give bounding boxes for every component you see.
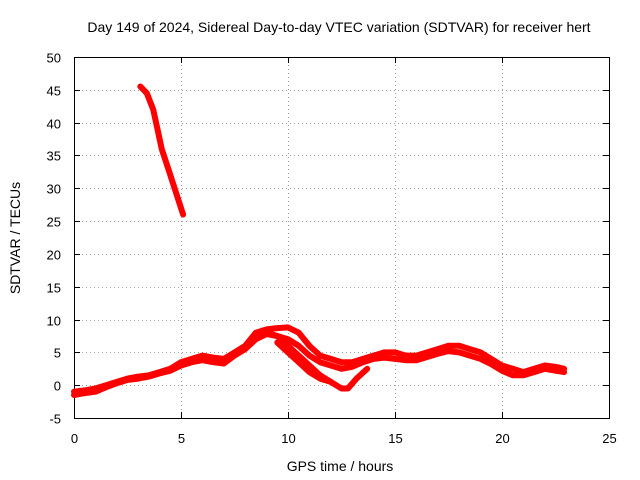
x-tick-label: 0 <box>71 431 78 446</box>
x-tick-label: 20 <box>495 431 509 446</box>
y-tick-label: 10 <box>47 314 61 329</box>
y-tick-label: 25 <box>47 215 61 230</box>
series-segment-high <box>137 83 187 218</box>
y-tick-label: 20 <box>47 248 61 263</box>
grid <box>74 57 609 418</box>
y-tick-label: 15 <box>47 281 61 296</box>
series-track-3 <box>252 329 371 392</box>
y-tick-label: 5 <box>54 346 61 361</box>
y-tick-label: -5 <box>49 412 61 427</box>
x-axis-label: GPS time / hours <box>287 458 394 474</box>
x-tick-label: 10 <box>281 431 295 446</box>
plot-frame <box>74 57 610 419</box>
y-tick-label: 30 <box>47 182 61 197</box>
series-track-4 <box>274 339 334 385</box>
y-tick-label: 50 <box>47 51 61 66</box>
y-tick-label: 35 <box>47 149 61 164</box>
chart-title: Day 149 of 2024, Sidereal Day-to-day VTE… <box>87 19 590 35</box>
x-tick-label: 25 <box>602 431 616 446</box>
series-track-2 <box>71 331 568 398</box>
y-tick-label: 40 <box>47 117 61 132</box>
series-group <box>71 83 568 398</box>
x-tick-label: 15 <box>388 431 402 446</box>
y-axis-label: SDTVAR / TECUs <box>7 182 23 294</box>
x-tick-label: 5 <box>178 431 185 446</box>
axis-ticks: -5 0 5 10 15 20 25 30 35 40 45 50 0 5 10 15 20 25 <box>47 51 617 447</box>
y-tick-label: 0 <box>54 379 61 394</box>
y-tick-label: 45 <box>47 84 61 99</box>
